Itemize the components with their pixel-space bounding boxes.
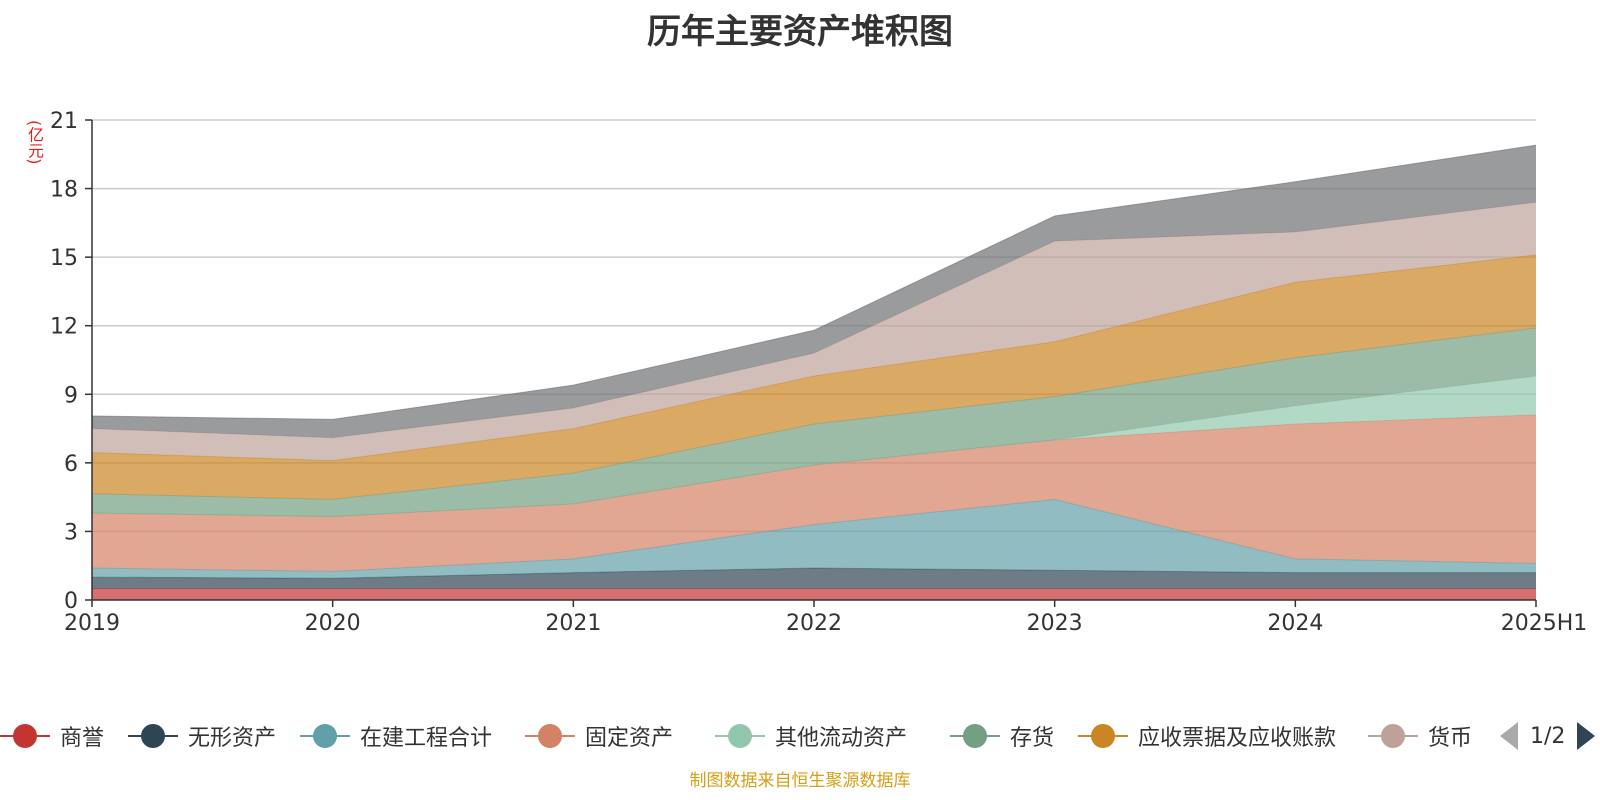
x-tick-label: 2025H1 (1501, 611, 1588, 636)
x-tick-label: 2020 (305, 611, 361, 636)
area-series-8[interactable] (92, 145, 1536, 438)
legend-marker-icon (715, 716, 765, 756)
legend-item[interactable]: 固定资产 (525, 716, 673, 756)
y-tick-label: 12 (50, 315, 78, 340)
y-axis-unit: (亿元) (25, 120, 44, 165)
legend-label: 应收票据及应收账款 (1138, 726, 1337, 751)
x-tick-label: 2021 (545, 611, 601, 636)
legend-marker-icon (300, 716, 350, 756)
y-tick-label: 15 (50, 246, 78, 271)
legend-item[interactable]: 货币资 (1368, 716, 1470, 756)
legend-label: 在建工程合计 (360, 726, 493, 751)
legend-page-indicator: 1/2 (1530, 723, 1566, 749)
area-series-2[interactable] (92, 499, 1536, 579)
y-tick-label: 0 (64, 589, 78, 614)
legend-item[interactable]: 存货 (950, 716, 1054, 756)
y-tick-label: 18 (50, 178, 78, 203)
y-tick-label: 6 (64, 452, 78, 477)
area-series-5[interactable] (92, 328, 1536, 517)
legend: 商誉 无形资产 在建工程合计 固定资产 其他流动资产 存货 应收票据及应收账款 货币资 (0, 716, 1600, 756)
y-tick-label: 9 (64, 383, 78, 408)
legend-pager: 1/2 (1500, 718, 1596, 754)
legend-marker-icon (0, 716, 50, 756)
area-series-0[interactable] (92, 588, 1536, 600)
area-series-3[interactable] (92, 414, 1536, 572)
legend-label: 其他流动资产 (775, 726, 908, 751)
legend-marker-icon (1368, 716, 1418, 756)
data-source-note: 制图数据来自恒生聚源数据库 (689, 771, 911, 791)
x-tick-label: 2024 (1267, 611, 1323, 636)
y-tick-label: 3 (64, 520, 78, 545)
legend-prev-page-icon[interactable] (1500, 722, 1518, 750)
legend-item[interactable]: 无形资产 (128, 716, 276, 756)
legend-label: 货币资 (1428, 726, 1470, 751)
legend-item[interactable]: 其他流动资产 (715, 716, 907, 756)
series-line-8 (91, 144, 1537, 420)
legend-label: 固定资产 (585, 726, 674, 751)
legend-marker-icon (525, 716, 575, 756)
legend-marker-icon (950, 716, 1000, 756)
chart-title: 历年主要资产堆积图 (647, 12, 953, 52)
legend-marker-icon (1078, 716, 1128, 756)
legend-item[interactable]: 商誉 (0, 716, 104, 756)
legend-item[interactable]: 应收票据及应收账款 (1078, 716, 1336, 756)
x-tick-label: 2019 (64, 611, 120, 636)
legend-next-page-icon[interactable] (1577, 722, 1596, 750)
x-tick-label: 2022 (786, 611, 842, 636)
legend-items: 商誉 无形资产 在建工程合计 固定资产 其他流动资产 存货 应收票据及应收账款 货币资 (0, 716, 1470, 756)
area-series-1[interactable] (92, 568, 1536, 589)
legend-marker-icon (128, 716, 178, 756)
area-series-6[interactable] (92, 254, 1536, 500)
legend-label: 存货 (1010, 726, 1055, 751)
legend-label: 无形资产 (188, 726, 277, 751)
area-series-7[interactable] (92, 202, 1536, 461)
x-tick-label: 2023 (1027, 611, 1083, 636)
legend-item[interactable]: 在建工程合计 (300, 716, 492, 756)
y-tick-label: 21 (50, 109, 78, 134)
legend-label: 商誉 (60, 726, 105, 751)
